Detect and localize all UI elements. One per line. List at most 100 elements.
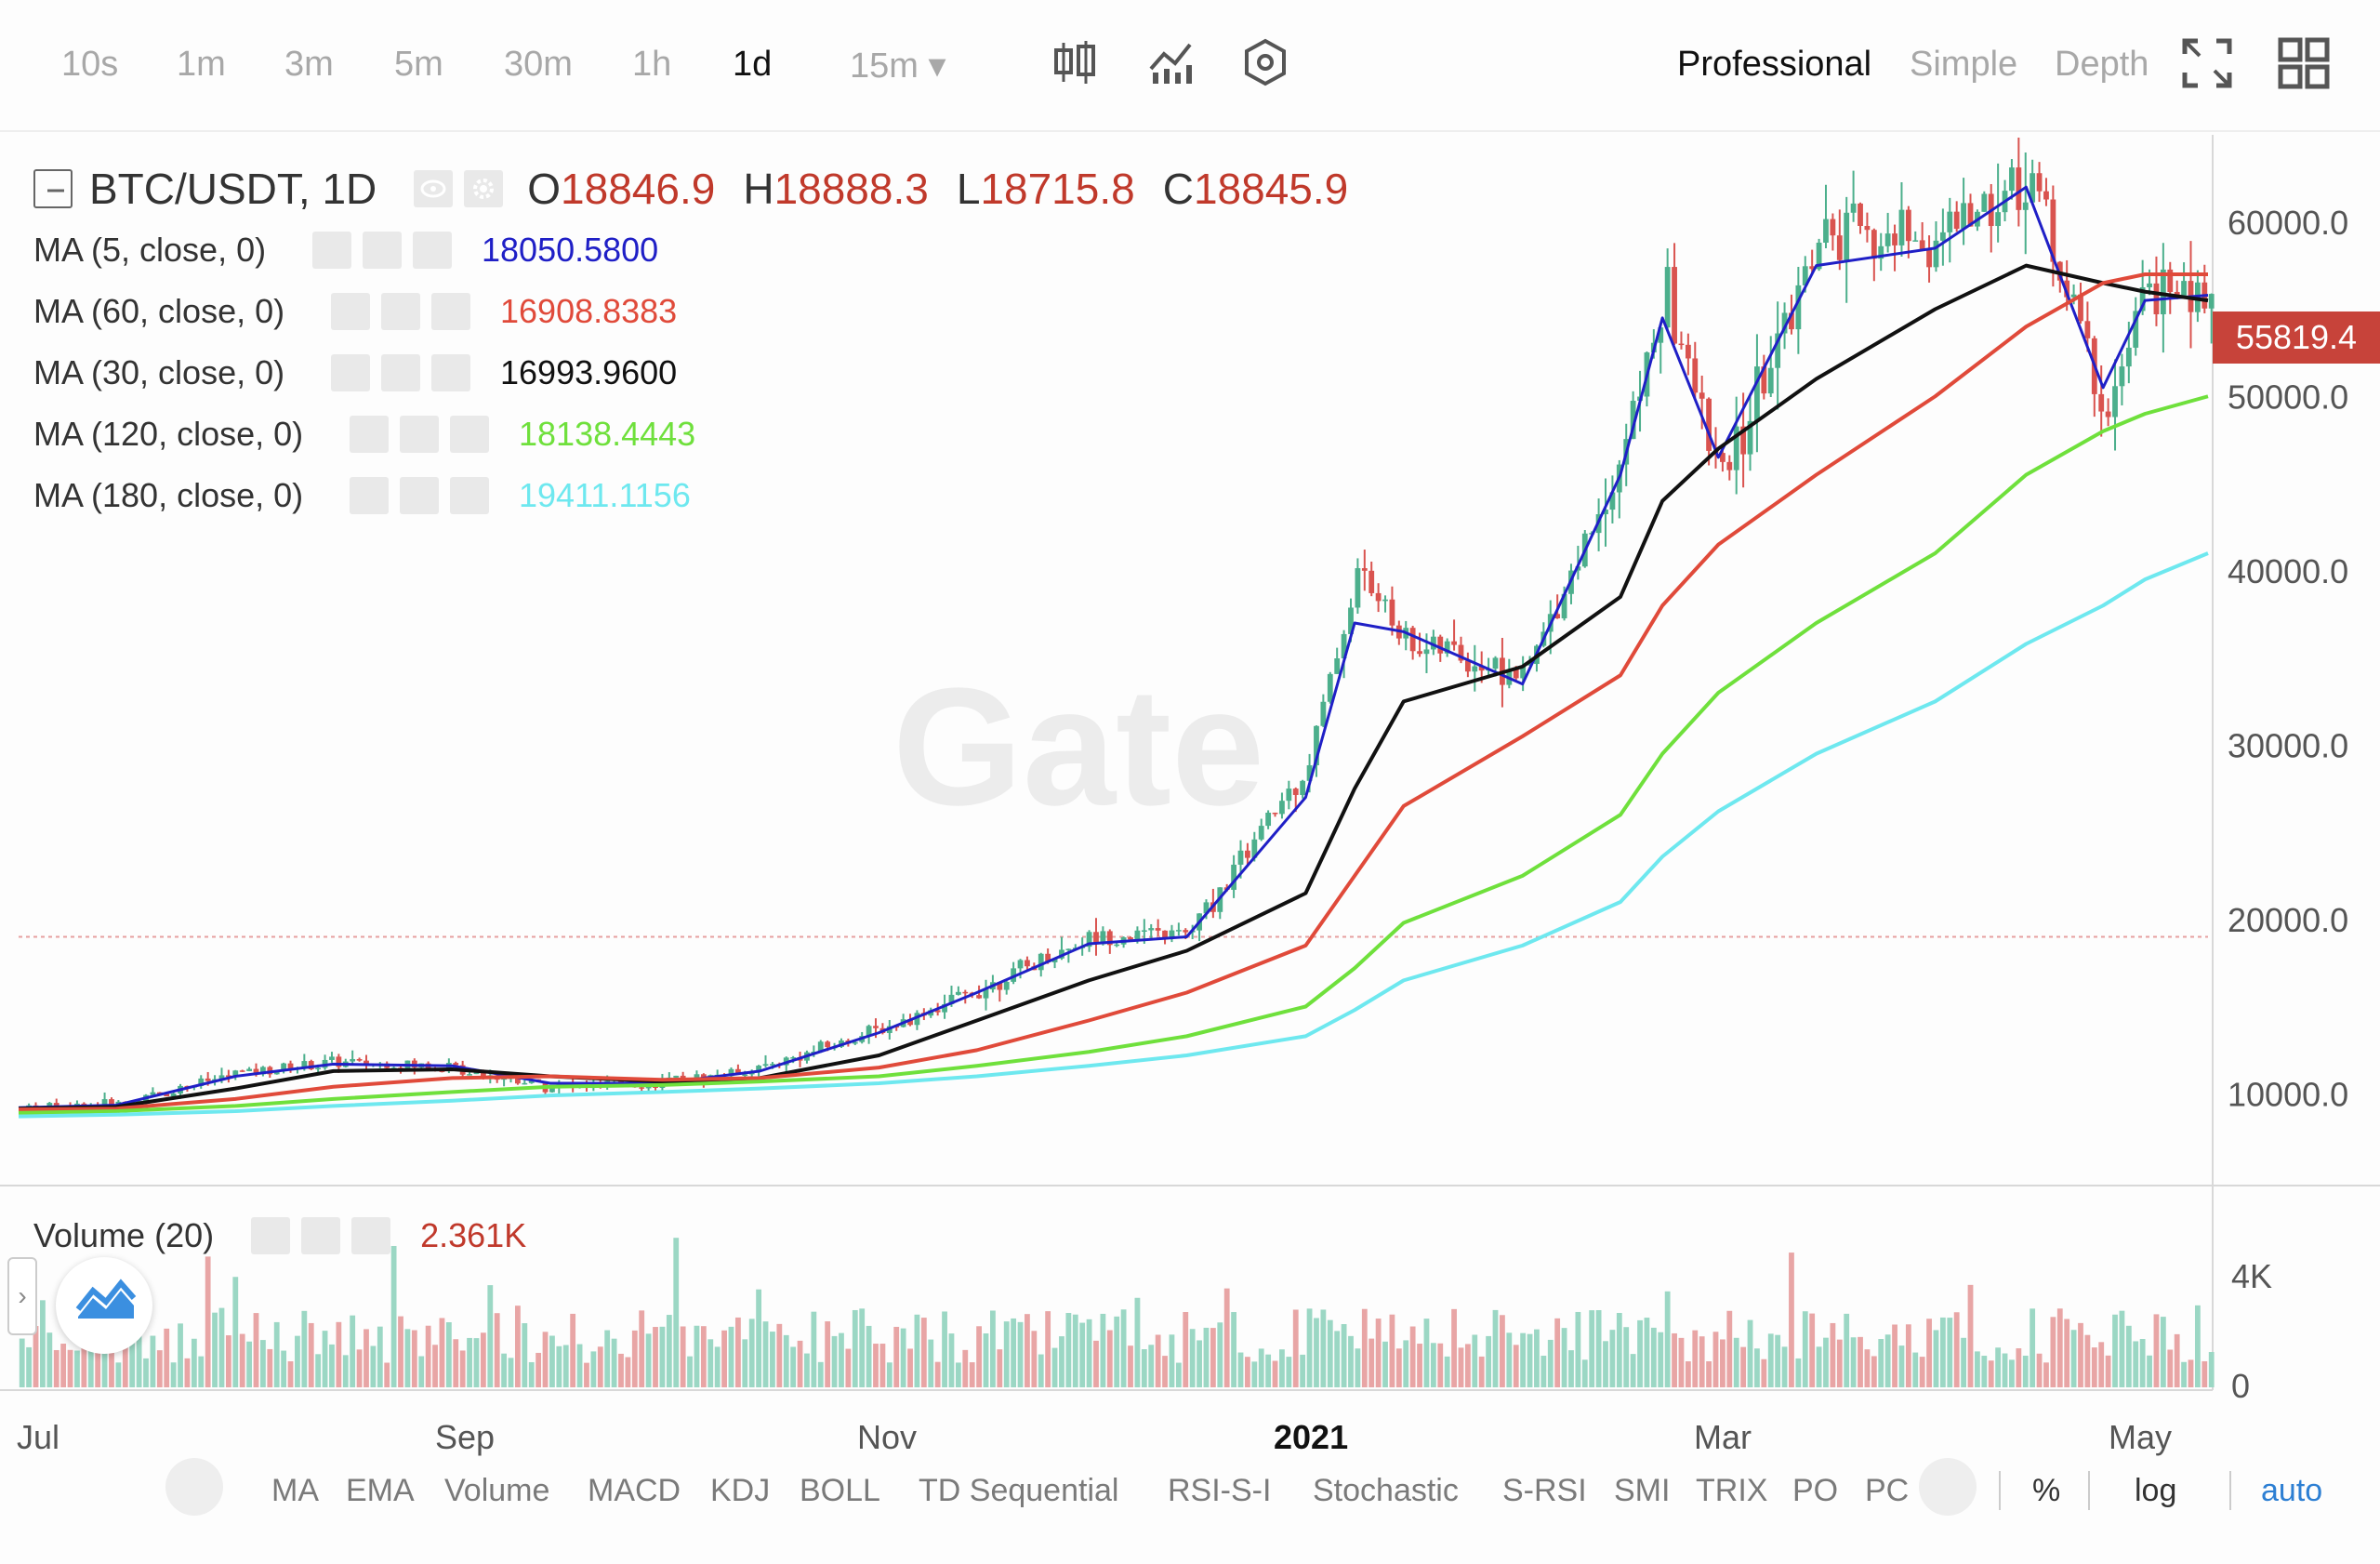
volume-bar [1437,1343,1444,1387]
timeframe-15m-dropdown[interactable]: 15m ▾ [850,46,946,86]
indicator-smi[interactable]: SMI [1614,1473,1671,1508]
fullscreen-icon[interactable] [2181,37,2232,88]
timeframe-30m[interactable]: 30m [504,45,573,84]
volume-bar [1279,1349,1285,1387]
collapse-icon[interactable] [33,169,73,208]
divider [2088,1471,2090,1510]
volume-bar [549,1335,555,1387]
volume-bar [1534,1329,1540,1387]
gear-icon[interactable] [464,170,504,207]
indicator-s-rsi[interactable]: S-RSI [1502,1473,1587,1508]
candle-body [1382,599,1388,602]
indicator-po[interactable]: PO [1792,1473,1839,1508]
volume-bar [1568,1350,1574,1387]
candle-body [762,1064,769,1067]
candle-body [1664,267,1671,328]
timeframe-1m[interactable]: 1m [177,45,226,84]
candle-body [1045,953,1051,962]
indicator-stochastic[interactable]: Stochastic [1313,1473,1459,1508]
gear-icon[interactable] [381,354,420,391]
volume-bar [322,1331,328,1387]
timeframe-10s[interactable]: 10s [61,45,119,84]
volume-bar [618,1353,624,1387]
gear-icon[interactable] [363,232,402,269]
indicator-volume[interactable]: Volume [444,1473,550,1508]
volume-bar [1540,1355,1547,1387]
ma-value: 16908.8383 [500,292,678,330]
auto-toggle[interactable]: auto [2261,1473,2323,1508]
candlestick-icon[interactable] [1051,37,1101,87]
candle-body [817,1041,824,1053]
volume-bar [377,1326,383,1387]
indicator-kdj[interactable]: KDJ [710,1473,771,1508]
volume-bar [1692,1330,1699,1387]
volume-bar [1603,1341,1608,1387]
chevron-right-icon[interactable]: › [7,1257,37,1335]
candle-body [1389,599,1395,626]
indicator-pc[interactable]: PC [1865,1473,1910,1508]
indicator-boll[interactable]: BOLL [800,1473,880,1508]
volume-bar [590,1351,597,1387]
gear-icon[interactable] [381,293,420,330]
gear-icon[interactable] [400,416,439,453]
settings-icon[interactable] [1240,37,1290,87]
mode-simple[interactable]: Simple [1910,45,2018,84]
visibility-icon[interactable] [331,354,370,391]
visibility-icon[interactable] [350,477,389,514]
volume-bar [1802,1311,1808,1387]
visibility-icon[interactable] [414,170,454,207]
indicator-trix[interactable]: TRIX [1696,1473,1768,1508]
volume-bar [494,1313,500,1387]
volume-bar [1203,1327,1210,1387]
candle-body [1368,570,1375,593]
time-tick: Mar [1694,1418,1752,1456]
volume-bar [1251,1361,1258,1387]
volume-bar [1967,1284,1974,1387]
visibility-icon[interactable] [251,1217,291,1254]
scroll-right-button[interactable] [1919,1458,1977,1516]
candle-body [1128,937,1133,940]
timeframe-5m[interactable]: 5m [394,45,443,84]
indicator-rsi-s-i[interactable]: RSI-S-I [1168,1473,1272,1508]
volume-bar [53,1349,60,1387]
percent-toggle[interactable]: % [2032,1473,2061,1508]
timeframe-1h[interactable]: 1h [632,45,672,84]
candle-body [1630,401,1636,440]
indicators-icon[interactable] [1145,37,1196,87]
close-icon[interactable] [450,416,489,453]
volume-bar [1183,1312,1189,1387]
candle-body [329,1056,335,1060]
volume-bar [1767,1333,1774,1387]
mode-professional[interactable]: Professional [1677,45,1872,84]
close-icon[interactable] [431,293,470,330]
scroll-left-button[interactable] [165,1458,223,1516]
close-icon[interactable] [450,477,489,514]
indicator-ema[interactable]: EMA [346,1473,415,1508]
visibility-icon[interactable] [312,232,351,269]
volume-bar [1836,1339,1843,1387]
gear-icon[interactable] [301,1217,341,1254]
close-icon[interactable] [431,354,470,391]
volume-bar [384,1362,390,1387]
tradingview-logo-icon[interactable] [56,1257,152,1354]
layout-grid-icon[interactable] [2278,37,2330,89]
indicator-td-sequential[interactable]: TD Sequential [919,1473,1119,1508]
volume-bar [1327,1319,1333,1387]
timeframe-3m[interactable]: 3m [284,45,334,84]
log-toggle[interactable]: log [2135,1473,2177,1508]
gear-icon[interactable] [400,477,439,514]
timeframe-1d[interactable]: 1d [733,45,773,84]
volume-bar [515,1306,521,1387]
volume-bar [1609,1330,1616,1387]
volume-bar [659,1326,666,1387]
close-icon[interactable] [413,232,452,269]
close-icon[interactable] [351,1217,391,1254]
mode-depth[interactable]: Depth [2055,45,2149,84]
visibility-icon[interactable] [331,293,370,330]
indicator-macd[interactable]: MACD [588,1473,681,1508]
visibility-icon[interactable] [350,416,389,453]
volume-bar [1072,1314,1078,1387]
indicator-ma[interactable]: MA [271,1473,319,1508]
volume-bar [101,1321,108,1387]
candle-body [2098,393,2105,412]
